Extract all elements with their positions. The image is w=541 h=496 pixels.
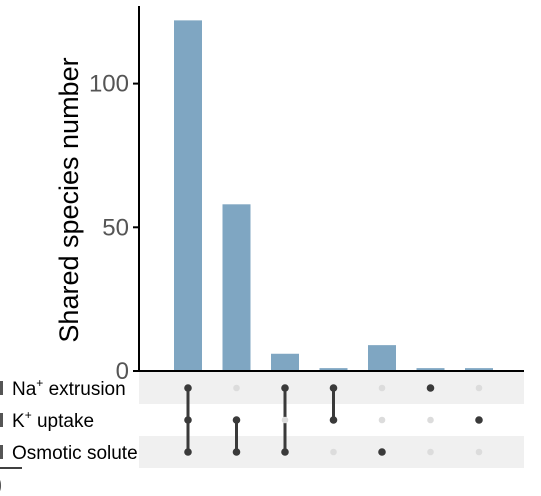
- bar-1: [222, 204, 251, 371]
- set-size-bar-2: [0, 445, 3, 459]
- matrix-dot-4-2: [378, 448, 386, 456]
- bar-3: [319, 368, 348, 371]
- matrix-dot-2-1: [281, 416, 289, 424]
- set-label-0: Na+ extrusion: [12, 376, 126, 400]
- matrix-dot-6-0: [475, 384, 483, 392]
- bar-4: [368, 345, 396, 371]
- intersection-matrix: [184, 384, 483, 456]
- set-size-bar-0: [0, 381, 3, 395]
- matrix-dot-5-1: [427, 416, 434, 424]
- set-size-tick-label: 0: [0, 473, 2, 496]
- intersection-bars: [174, 20, 493, 371]
- matrix-dot-4-0: [378, 384, 386, 392]
- set-labels: Na+ extrusion K+ uptake Osmotic solute: [0, 376, 138, 464]
- matrix-dot-3-1: [329, 416, 338, 424]
- matrix-dot-5-0: [426, 384, 435, 392]
- set-size-bar-1: [0, 413, 3, 427]
- matrix-dot-4-1: [378, 416, 386, 424]
- bar-2: [271, 353, 299, 371]
- matrix-dot-0-2: [184, 448, 192, 456]
- matrix-dot-6-1: [475, 416, 483, 424]
- y-ticks: 0 50 100: [89, 71, 139, 385]
- matrix-dot-5-2: [427, 448, 434, 456]
- y-axis-label: Shared species number: [54, 57, 84, 342]
- y-tick-label-100: 100: [89, 71, 129, 98]
- axes: [138, 6, 524, 372]
- matrix-dot-0-1: [184, 416, 192, 424]
- y-tick-label-50: 50: [102, 214, 129, 241]
- matrix-dot-1-2: [232, 448, 241, 456]
- set-label-1: K+ uptake: [12, 408, 94, 432]
- matrix-dot-1-0: [233, 384, 240, 392]
- bar-6: [465, 368, 493, 371]
- matrix-dot-2-0: [281, 384, 289, 392]
- matrix-dot-2-2: [281, 448, 289, 456]
- matrix-dot-0-0: [184, 384, 192, 392]
- set-label-2: Osmotic solute: [12, 443, 138, 464]
- matrix-dot-6-2: [475, 448, 483, 456]
- set-size-axis: 0: [0, 467, 22, 496]
- matrix-dot-3-0: [329, 384, 338, 392]
- bar-0: [174, 20, 202, 371]
- matrix-dot-3-2: [330, 448, 337, 456]
- y-tick-label-0: 0: [116, 358, 129, 385]
- matrix-dot-1-1: [232, 416, 241, 424]
- bar-5: [416, 368, 445, 371]
